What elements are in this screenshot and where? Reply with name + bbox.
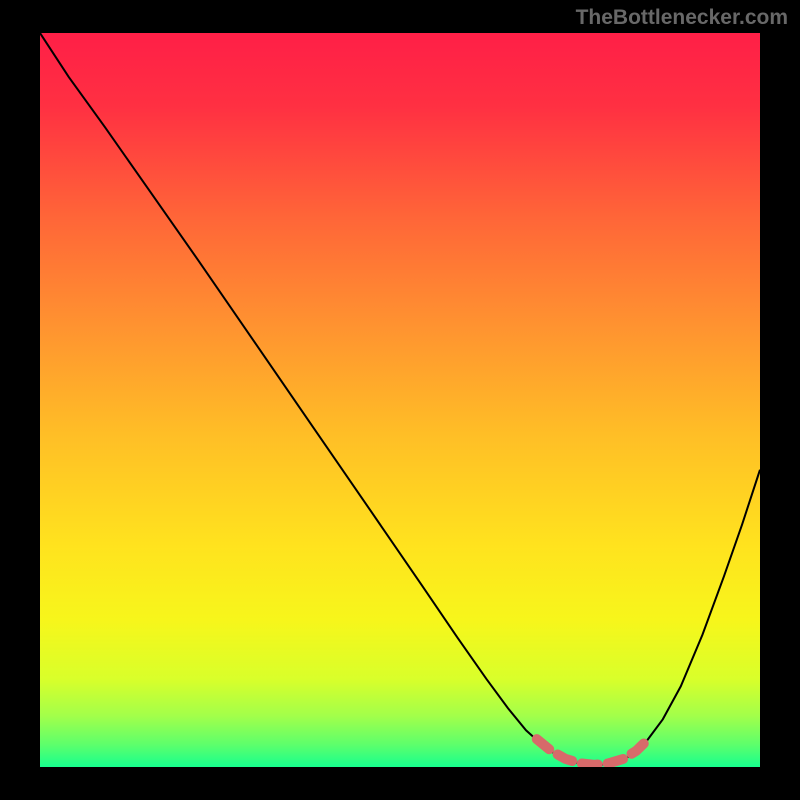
optimal-range-marker [537, 739, 649, 765]
bottleneck-curve [40, 33, 760, 765]
curve-overlay [40, 33, 760, 767]
watermark-text: TheBottlenecker.com [576, 6, 788, 30]
plot-area [40, 33, 760, 767]
chart-container: TheBottlenecker.com [0, 0, 800, 800]
